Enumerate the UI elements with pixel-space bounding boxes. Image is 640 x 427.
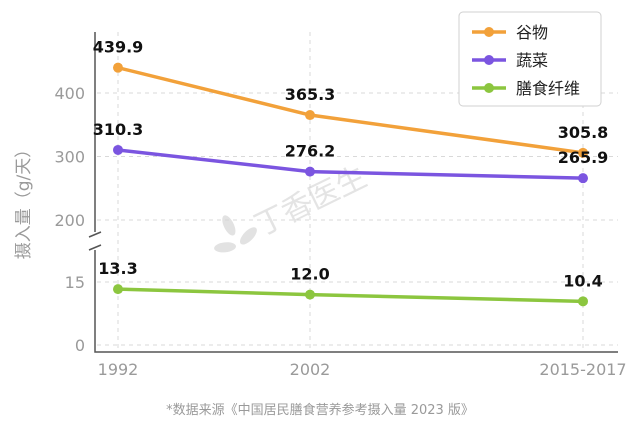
series-line xyxy=(117,287,584,304)
x-tick-label: 2002 xyxy=(290,360,331,379)
data-label: 365.3 xyxy=(285,85,336,104)
y-tick-label: 300 xyxy=(54,148,85,167)
x-tick-label: 2015-2017 xyxy=(539,360,626,379)
flower-logo-icon xyxy=(214,215,257,253)
data-label: 276.2 xyxy=(285,142,336,161)
axis-break-icon xyxy=(88,231,102,251)
data-point xyxy=(305,166,315,177)
legend-label: 谷物 xyxy=(516,23,548,42)
series-2: 13.3 12.0 10.4 xyxy=(98,259,603,307)
y-tick-label: 400 xyxy=(54,84,85,103)
data-point xyxy=(305,110,315,121)
data-label: 310.3 xyxy=(93,120,144,139)
data-point xyxy=(578,173,588,184)
x-axis xyxy=(94,250,618,353)
axes xyxy=(88,32,618,353)
data-label: 12.0 xyxy=(290,265,329,284)
legend-marker xyxy=(484,55,494,65)
series-0: 439.9 365.3 305.8 xyxy=(93,38,609,158)
data-point xyxy=(113,284,123,295)
x-tick-label: 1992 xyxy=(98,360,139,379)
series-1: 310.3 276.2 265.9 xyxy=(93,120,609,184)
data-point xyxy=(113,62,123,73)
data-label: 13.3 xyxy=(98,259,137,278)
data-label: 265.9 xyxy=(558,148,609,167)
data-point xyxy=(305,289,315,300)
legend-label: 膳食纤维 xyxy=(516,79,580,98)
data-point xyxy=(578,296,588,307)
data-point xyxy=(578,147,588,158)
y-tick-label: 0 xyxy=(75,336,85,355)
y-tick-label: 15 xyxy=(65,273,85,292)
data-label: 305.8 xyxy=(558,123,609,142)
data-label: 439.9 xyxy=(93,38,144,57)
legend-box xyxy=(458,11,602,107)
source-note: *数据来源《中国居民膳食营养参考摄入量 2023 版》 xyxy=(166,402,474,418)
series: 439.9 365.3 305.8 310.3 276.2 265.9 13.3 12.0 10… xyxy=(93,38,609,307)
legend-marker xyxy=(484,83,494,93)
legend-marker xyxy=(484,27,494,37)
data-point xyxy=(113,144,123,155)
tick-labels: 0 15 200 300 400 1992 2002 2015-2017 xyxy=(54,84,626,379)
y-axis-label: 摄入量（g/天） xyxy=(14,141,34,260)
data-label: 10.4 xyxy=(563,271,602,290)
y-tick-label: 200 xyxy=(54,211,85,230)
legend-label: 蔬菜 xyxy=(516,51,548,70)
